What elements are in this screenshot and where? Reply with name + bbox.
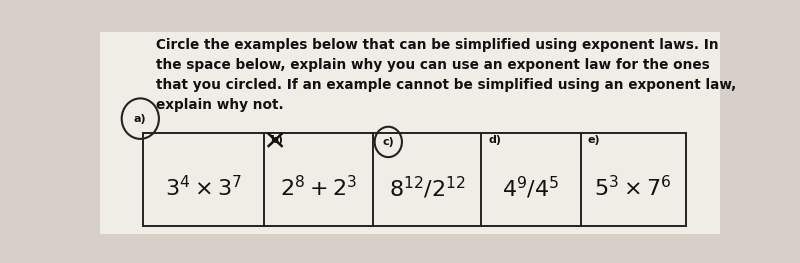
Text: $2^8 + 2^3$: $2^8 + 2^3$ <box>280 175 357 200</box>
Text: d): d) <box>489 135 502 145</box>
Text: a): a) <box>134 114 146 124</box>
Text: $3^4 \times 3^7$: $3^4 \times 3^7$ <box>166 175 242 200</box>
Text: c): c) <box>382 137 394 147</box>
Text: e): e) <box>588 135 601 145</box>
Text: Circle the examples below that can be simplified using exponent laws. In
the spa: Circle the examples below that can be si… <box>156 38 736 112</box>
Bar <box>143 133 686 226</box>
Text: $5^3 \times 7^6$: $5^3 \times 7^6$ <box>594 175 672 200</box>
Text: $4^9 / 4^5$: $4^9 / 4^5$ <box>502 174 559 201</box>
Text: $8^{12} / 2^{12}$: $8^{12} / 2^{12}$ <box>389 174 466 201</box>
Text: b): b) <box>270 135 283 145</box>
FancyBboxPatch shape <box>100 32 720 234</box>
